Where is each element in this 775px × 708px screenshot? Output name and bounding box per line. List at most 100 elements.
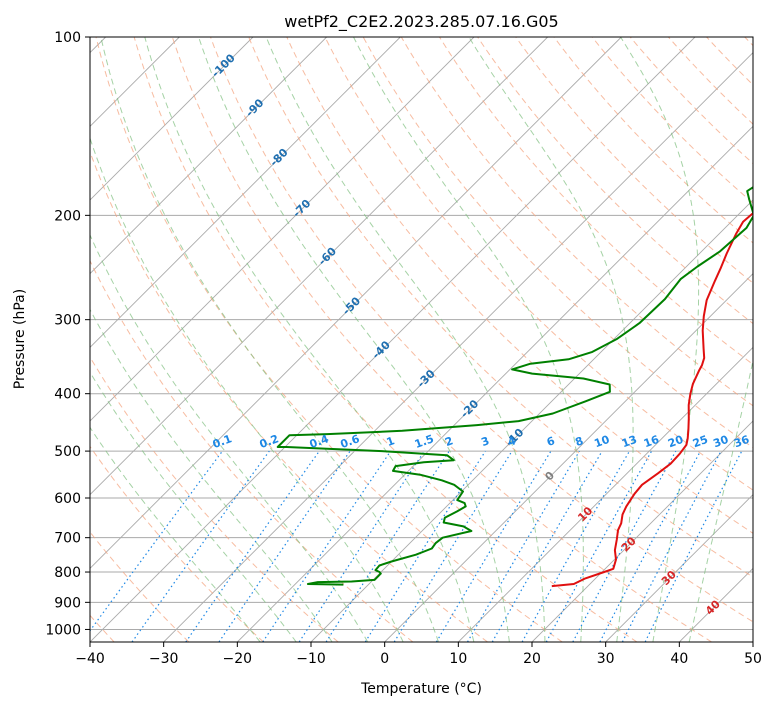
plot-background: [90, 37, 753, 642]
moist-adiabat: [144, 37, 475, 642]
x-axis-label: Temperature (°C): [360, 681, 482, 697]
mixing-ratio-line: [185, 450, 320, 642]
y-tick-label: 300: [54, 313, 81, 329]
y-tick-label: 700: [54, 531, 81, 547]
isotherm-line: [163, 52, 753, 642]
mixing-ratio-label: 8: [573, 434, 585, 449]
x-tick-label: 50: [744, 651, 762, 667]
isotherm-line: [90, 37, 548, 496]
x-tick-label: 0: [380, 651, 389, 667]
mixing-ratio-line: [262, 450, 392, 642]
y-axis-label: Pressure (hPa): [12, 289, 28, 389]
moist-adiabat: [620, 37, 700, 642]
moist-adiabat: [90, 426, 261, 642]
mixing-ratio-label: 13: [620, 433, 639, 450]
dry-adiabat: [286, 37, 753, 534]
isotherm-line: [531, 420, 753, 642]
y-tick-label: 100: [54, 30, 81, 46]
y-tick-label: 900: [54, 595, 81, 611]
mixing-ratio-label: 20: [666, 433, 685, 451]
isotherm-line: [458, 346, 753, 642]
mixing-ratio-label: 0.2: [258, 432, 281, 451]
isotherm-line: [90, 37, 254, 201]
x-tick-label: 40: [670, 651, 688, 667]
guide-lines: [90, 37, 753, 642]
moist-adiabat: [265, 37, 546, 642]
mixing-ratio-line: [435, 450, 552, 642]
y-tick-label: 800: [54, 565, 81, 581]
moist-adiabat: [353, 37, 584, 642]
isotherm-line: [90, 37, 622, 569]
mixing-ratio-label: 1.5: [413, 432, 436, 451]
y-tick-label: 500: [54, 444, 81, 460]
mixing-ratio-line: [364, 450, 486, 642]
dry-adiabat: [362, 37, 753, 449]
moist-adiabat: [90, 308, 333, 642]
y-tick-label: 400: [54, 387, 81, 403]
x-tick-label: −20: [223, 651, 253, 667]
mixing-ratio-line: [218, 450, 351, 642]
mixing-ratio-line: [572, 450, 677, 642]
mixing-ratio-label: 3: [479, 434, 491, 449]
mixing-ratio-line: [599, 450, 702, 642]
isotherm-line: [90, 37, 475, 422]
mixing-ratio-line: [325, 450, 450, 642]
y-tick-label: 600: [54, 491, 81, 507]
chart-title: wetPf2_C2E2.2023.285.07.16.G05: [284, 12, 558, 32]
moist-adiabat: [100, 37, 439, 642]
mixing-ratio-line: [393, 450, 513, 642]
dry-adiabat: [438, 37, 753, 366]
mixing-ratio-label: 16: [642, 433, 661, 451]
y-tick-label: 200: [54, 208, 81, 224]
dry-adiabat: [591, 37, 753, 204]
mixing-ratio-line: [298, 450, 425, 642]
temperature-profile: [551, 211, 753, 588]
x-tick-label: −10: [296, 651, 326, 667]
plot-area: [90, 37, 753, 642]
mixing-ratio-label: 4: [506, 434, 518, 449]
dry-adiabat: [553, 37, 753, 244]
isotherm-line: [90, 37, 327, 275]
x-tick-label: 10: [449, 651, 467, 667]
mixing-ratio-label: 0.6: [339, 432, 362, 451]
moist-adiabat: [198, 37, 510, 642]
plot-frame: [89, 36, 754, 643]
moist-adiabat: [90, 233, 369, 642]
plot-border: [89, 36, 754, 643]
mixing-ratio-line: [466, 450, 580, 642]
isotherm-line: [605, 494, 753, 642]
moist-adiabat: [90, 371, 297, 642]
x-tick-label: −40: [75, 651, 105, 667]
mixing-ratio-label: 1: [385, 434, 397, 449]
dry-adiabat: [95, 37, 563, 642]
moist-adiabat: [688, 358, 753, 642]
mixing-ratio-label: 0.4: [308, 432, 331, 451]
mixing-ratio-label: 6: [545, 434, 557, 449]
mixing-ratio-label: 2: [443, 434, 455, 449]
mixing-ratio-label: 36: [732, 433, 751, 451]
isotherm-line: [90, 37, 401, 348]
dry-adiabat: [629, 37, 753, 165]
isotherm-line: [384, 273, 753, 642]
isotherm-line: [237, 125, 753, 642]
dry-adiabat: [171, 37, 712, 642]
x-tick-label: 30: [597, 651, 615, 667]
dry-adiabat: [477, 37, 753, 325]
isotherm-line: [752, 641, 753, 642]
mixing-ratio-label: 0.1: [211, 432, 234, 451]
x-tick-label: 20: [523, 651, 541, 667]
axis-ticks: −40 −30 −20 −10 0 10 20 30 40 5010020030040050060…: [45, 30, 762, 667]
dry-adiabat: [90, 445, 264, 642]
moist-adiabat: [90, 136, 404, 642]
mixing-ratio-label: 25: [691, 433, 710, 450]
mixing-ratio-label: 10: [593, 433, 612, 451]
dry-adiabat: [90, 259, 414, 642]
x-tick-label: −30: [149, 651, 179, 667]
dry-adiabat: [248, 37, 753, 578]
dry-adiabat: [400, 37, 753, 407]
isotherm-line: [90, 37, 696, 642]
dry-adiabat: [90, 150, 488, 642]
y-tick-label: 1000: [45, 622, 81, 638]
